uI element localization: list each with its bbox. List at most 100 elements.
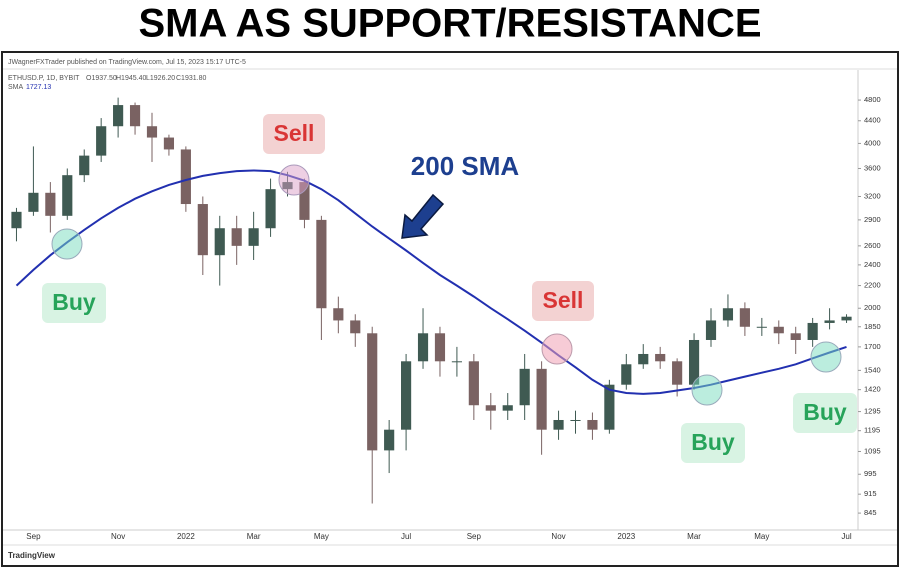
candle-body (688, 339, 700, 385)
candle-body (841, 316, 852, 321)
candle-body (672, 361, 683, 385)
signal-circle (51, 228, 83, 260)
candle-body (434, 333, 446, 362)
y-tick-label: 1095 (864, 446, 881, 455)
candle-body (45, 192, 56, 216)
candle-body (248, 228, 259, 246)
annotation: 200 SMA (411, 151, 520, 181)
candle-body (790, 333, 801, 340)
candle-body (604, 384, 615, 430)
candle-body (265, 189, 276, 229)
candle-body (214, 228, 225, 256)
candle-body (333, 308, 344, 321)
candle-body (451, 361, 462, 363)
annotation: Buy (803, 399, 847, 425)
annotation-box (793, 393, 857, 433)
candle-body (62, 175, 73, 216)
annotation: Sell (274, 120, 315, 146)
byline: JWagnerFXTrader published on TradingView… (8, 59, 246, 66)
signal-circle (810, 341, 842, 373)
ohlc-low: L1926.20 (146, 75, 175, 82)
y-tick-label: 4800 (864, 95, 881, 104)
chart-title: SMA AS SUPPORT/RESISTANCE (138, 2, 761, 46)
x-tick-label: Jul (401, 532, 411, 541)
ohlc-open: O1937.50 (86, 75, 117, 82)
y-tick-label: 1195 (864, 426, 880, 435)
annotation-box (532, 281, 594, 321)
candle-body (299, 182, 310, 220)
candle-body (638, 353, 649, 365)
candle-body (553, 419, 564, 430)
annotation-box (681, 423, 745, 463)
candle-body (739, 308, 750, 327)
y-tick-label: 845 (864, 508, 877, 517)
candle-body (197, 204, 208, 256)
y-tick-label: 1850 (864, 322, 881, 331)
candle-body (485, 405, 496, 411)
ohlc-high: H1945.40 (116, 75, 146, 82)
candle-body (146, 126, 158, 138)
sma-legend-value: 1727.13 (26, 84, 51, 91)
sma-legend-name: SMA (8, 84, 24, 91)
candle-body (722, 308, 734, 321)
signal-circle (691, 374, 723, 406)
annotation: Buy (52, 289, 96, 315)
candle-body (367, 333, 378, 451)
x-tick-label: Sep (467, 532, 482, 541)
x-tick-label: Sep (26, 532, 41, 541)
candle-body (96, 126, 107, 156)
footer: TradingView (8, 551, 56, 560)
candle-body (756, 326, 767, 328)
y-tick-label: 2000 (864, 303, 881, 312)
candle-body (519, 368, 530, 406)
candle-body (807, 322, 818, 340)
candle-body (705, 320, 717, 340)
signal-circle (541, 333, 573, 365)
symbol-line: ETHUSD.P, 1D, BYBIT (8, 75, 80, 82)
candle-body (401, 361, 412, 430)
candle-body (773, 326, 784, 334)
y-tick-label: 2600 (864, 241, 881, 250)
y-tick-label: 1295 (864, 407, 881, 416)
candle-body (655, 353, 666, 362)
annotation-box (263, 114, 325, 154)
candle-body (316, 219, 327, 309)
candle-body (502, 405, 513, 411)
y-tick-label: 2400 (864, 260, 881, 269)
x-tick-label: Mar (687, 532, 701, 541)
candle-body (536, 368, 547, 430)
y-tick-label: 3200 (864, 191, 881, 200)
signal-circle (278, 164, 310, 196)
candle-body (113, 105, 124, 127)
y-tick-label: 4000 (864, 138, 881, 147)
candle-body (163, 137, 175, 150)
annotation: Buy (691, 429, 735, 455)
candle-body (28, 192, 39, 212)
y-tick-label: 4400 (864, 116, 881, 125)
y-tick-label: 2200 (864, 281, 881, 290)
candle-body (231, 228, 242, 246)
ohlc-close: C1931.80 (176, 75, 206, 82)
x-tick-label: 2023 (617, 532, 635, 541)
candle-body (417, 333, 429, 362)
x-tick-label: Jul (841, 532, 851, 541)
x-tick-label: May (754, 532, 769, 541)
x-tick-label: Mar (247, 532, 261, 541)
annotation: Sell (543, 287, 584, 313)
candle-body (79, 155, 90, 176)
annotations: Buy Sell 200 SMA Sell Buy Buy (42, 114, 857, 463)
arrow (401, 193, 445, 239)
x-tick-label: Nov (551, 532, 565, 541)
y-tick-label: 3600 (864, 163, 881, 172)
x-tick-label: Nov (111, 532, 125, 541)
candle-body (180, 149, 191, 205)
candle-body (587, 419, 598, 430)
y-tick-label: 1540 (864, 365, 881, 374)
x-tick-label: 2022 (177, 532, 195, 541)
y-tick-label: 1700 (864, 342, 881, 351)
y-tick-label: 915 (864, 489, 877, 498)
y-tick-label: 995 (864, 469, 877, 478)
chart-frame (1, 51, 899, 567)
candle-body (468, 361, 479, 406)
